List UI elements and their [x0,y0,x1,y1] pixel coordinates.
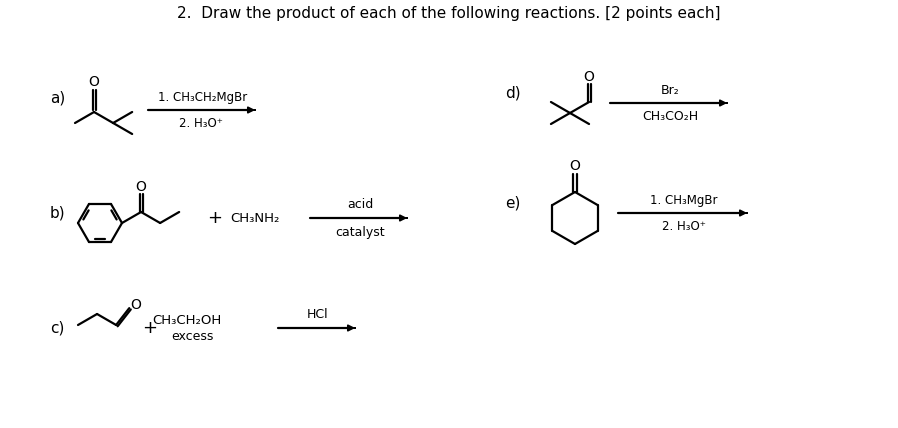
Text: O: O [569,159,580,173]
Text: 2.  Draw the product of each of the following reactions. [2 points each]: 2. Draw the product of each of the follo… [177,6,721,21]
Text: 2. H₃O⁺: 2. H₃O⁺ [179,116,223,130]
Text: CH₃NH₂: CH₃NH₂ [230,211,279,225]
Text: a): a) [50,90,66,105]
Text: O: O [584,70,594,84]
Text: 1. CH₃MgBr: 1. CH₃MgBr [650,193,718,206]
Text: b): b) [50,205,66,220]
Text: O: O [130,298,141,312]
Text: d): d) [505,86,521,101]
Text: c): c) [50,321,65,336]
Text: acid: acid [347,197,374,211]
Text: e): e) [505,196,520,211]
Text: Br₂: Br₂ [661,83,680,96]
Text: 2. H₃O⁺: 2. H₃O⁺ [662,220,706,232]
Text: +: + [207,209,223,227]
Text: O: O [89,75,100,89]
Text: +: + [143,319,157,337]
Text: catalyst: catalyst [335,226,385,238]
Text: HCl: HCl [307,309,329,321]
Text: 1. CH₃CH₂MgBr: 1. CH₃CH₂MgBr [158,90,248,104]
Text: CH₃CH₂OH: CH₃CH₂OH [153,315,222,327]
Text: CH₃CO₂H: CH₃CO₂H [642,110,698,122]
Text: O: O [136,180,146,194]
Text: excess: excess [171,330,213,342]
